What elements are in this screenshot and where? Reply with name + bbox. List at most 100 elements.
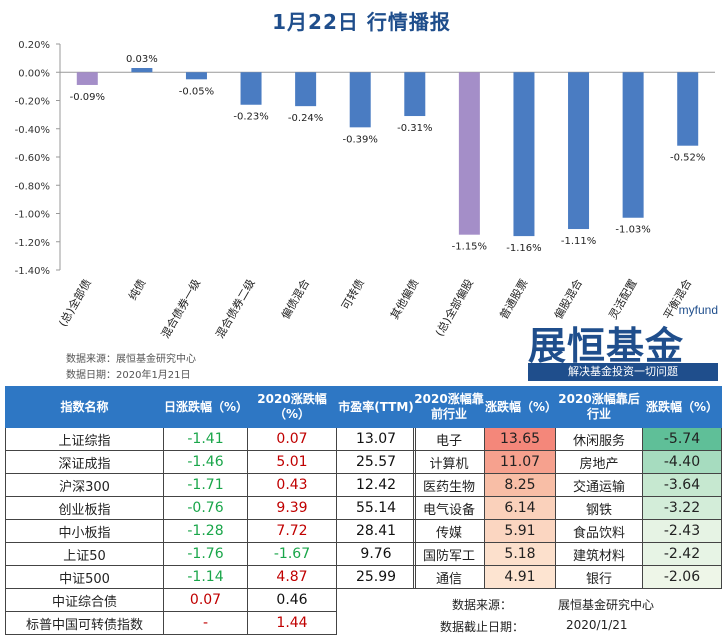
top-industry-cell: 计算机	[413, 450, 485, 474]
bar	[677, 72, 699, 146]
bottom-change-cell: -2.06	[642, 565, 722, 589]
bottom-industry-cell: 钢铁	[555, 496, 643, 520]
top-change-cell: 8.25	[484, 473, 556, 497]
header-top-industry: 2020涨幅靠前行业	[413, 386, 485, 428]
footer-source-value: 展恒基金研究中心	[558, 598, 655, 612]
y-tick-label: -1.20%	[15, 238, 50, 249]
footer-date-value: 2020/1/21	[566, 618, 628, 632]
ytd-change-cell: 0.07	[247, 427, 337, 451]
index-name-cell: 上证综指	[5, 427, 164, 451]
top-industry-cell: 医药生物	[413, 473, 485, 497]
table-row: 上证50 -1.76 -1.67 9.76	[5, 542, 416, 566]
chart-date: 数据日期：2020年1月21日	[66, 370, 191, 381]
bar	[622, 72, 644, 218]
index-name-cell: 标普中国可转债指数	[5, 611, 164, 635]
x-tick-label: 普通股票	[496, 277, 530, 322]
day-change-cell: -1.14	[163, 565, 248, 589]
top-industry-cell: 传媒	[413, 519, 485, 543]
day-change-cell: -0.76	[163, 496, 248, 520]
pe-cell	[337, 589, 416, 612]
table-row: 标普中国可转债指数 -1.44	[5, 611, 416, 635]
y-tick-label: -0.80%	[15, 181, 50, 192]
x-tick-label: 可转债	[338, 277, 367, 313]
header-index-name: 指数名称	[5, 386, 164, 428]
header-pe: 市盈率(TTM)	[336, 386, 416, 428]
x-tick-label: 混合债券二级	[213, 277, 258, 341]
bar	[185, 72, 207, 80]
bottom-change-cell: -5.74	[642, 427, 722, 451]
day-change-cell: -1.71	[163, 473, 248, 497]
table-row: 中证500 -1.14 4.87 25.99	[5, 565, 416, 589]
bottom-industry-cell: 休闲服务	[555, 427, 643, 451]
y-tick-label: 0.00%	[18, 68, 50, 79]
table-row: 国防军工 5.18 建筑材料 -2.42	[413, 542, 722, 566]
bar	[513, 72, 535, 237]
day-change-cell: -1.41	[163, 427, 248, 451]
y-tick-label: -0.60%	[15, 153, 50, 164]
bottom-change-cell: -3.22	[642, 496, 722, 520]
bar	[404, 72, 426, 117]
bar	[349, 72, 371, 128]
index-name-cell: 上证50	[5, 542, 164, 566]
pe-cell: 12.42	[336, 473, 416, 497]
pe-cell: 13.07	[336, 427, 416, 451]
index-name-cell: 深证成指	[5, 450, 164, 474]
bottom-industry-cell: 银行	[555, 565, 643, 589]
table-row: 通信 4.91 银行 -2.06	[413, 565, 722, 589]
pe-cell	[337, 612, 416, 635]
ytd-change-cell: 5.01	[247, 450, 337, 474]
data-label: -1.11%	[561, 236, 596, 247]
data-label: -0.09%	[70, 92, 105, 103]
bottom-industry-cell: 食品饮料	[555, 519, 643, 543]
bottom-industry-cell: 建筑材料	[555, 542, 643, 566]
table-row: 电气设备 6.14 钢铁 -3.22	[413, 496, 722, 520]
data-label: -0.39%	[343, 134, 378, 145]
index-name-cell: 中证500	[5, 565, 164, 589]
top-change-cell: 5.18	[484, 542, 556, 566]
index-name-cell: 中小板指	[5, 519, 164, 543]
top-industry-cell: 电气设备	[413, 496, 485, 520]
pe-cell: 28.41	[336, 519, 416, 543]
pe-cell: 25.99	[336, 565, 416, 589]
bar	[295, 72, 317, 107]
bar	[76, 72, 98, 85]
bar	[568, 72, 590, 230]
data-label: -0.05%	[179, 86, 214, 97]
ytd-change-cell: 0.43	[247, 473, 337, 497]
index-table: 指数名称 日涨跌幅（%） 2020涨跌幅（%） 市盈率(TTM) 上证综指 -1.…	[5, 386, 416, 635]
ytd-change-cell: -1.67	[247, 542, 337, 566]
day-change-cell: -	[163, 611, 248, 635]
y-tick-label: -1.00%	[15, 210, 50, 221]
header-bottom-change: 涨跌幅（%）	[642, 386, 722, 428]
pe-cell: 55.14	[336, 496, 416, 520]
data-label: 0.03%	[126, 54, 158, 65]
page-title: 1月22日 行情播报	[272, 10, 451, 34]
table-row: 深证成指 -1.46 5.01 25.57	[5, 450, 416, 474]
x-tick-label: 纯债	[125, 277, 148, 303]
table-row: 上证综指 -1.41 0.07 13.07	[5, 427, 416, 451]
bar	[240, 72, 262, 105]
day-change-cell: -1.76	[163, 542, 248, 566]
ytd-change-cell: 9.39	[247, 496, 337, 520]
top-change-cell: 5.91	[484, 519, 556, 543]
logo-slogan: 解决基金投资一切问题	[528, 363, 718, 381]
footer-date-label: 数据截止日期：	[440, 620, 525, 634]
y-tick-label: -1.40%	[15, 266, 50, 277]
ytd-change-cell: 4.87	[247, 565, 337, 589]
day-change-cell: -1.28	[163, 519, 248, 543]
pe-cell: 9.76	[336, 542, 416, 566]
table-row: 传媒 5.91 食品饮料 -2.43	[413, 519, 722, 543]
ytd-change-cell: 7.72	[247, 519, 337, 543]
table-row: 中证综合债 0.07 0.46	[5, 588, 416, 612]
top-industry-cell: 电子	[413, 427, 485, 451]
footer-source-label: 数据来源：	[452, 598, 513, 612]
top-change-cell: 4.91	[484, 565, 556, 589]
day-change-cell: -1.46	[163, 450, 248, 474]
top-change-cell: 6.14	[484, 496, 556, 520]
header-bottom-industry: 2020涨幅靠后行业	[555, 386, 643, 428]
bar	[131, 68, 153, 73]
index-name-cell: 沪深300	[5, 473, 164, 497]
data-label: -0.24%	[288, 113, 323, 124]
logo-brand: 展恒基金	[528, 324, 685, 368]
top-industry-cell: 国防军工	[413, 542, 485, 566]
